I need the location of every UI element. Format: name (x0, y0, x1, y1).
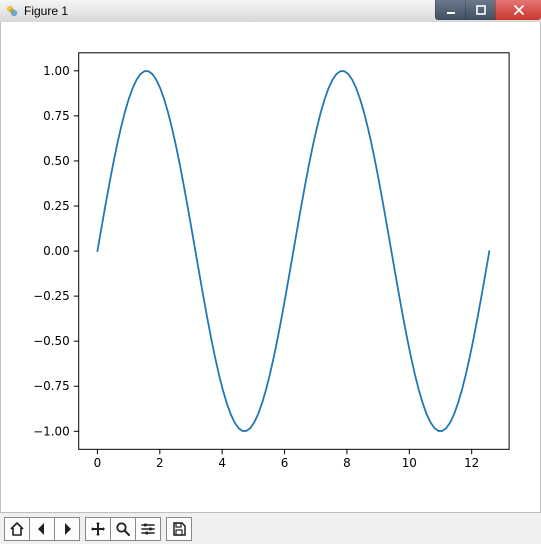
save-icon (171, 521, 187, 537)
close-button[interactable] (495, 0, 541, 20)
configure-icon (140, 521, 156, 537)
y-tick-label: −0.50 (33, 334, 70, 348)
y-tick-label: 0.00 (43, 244, 70, 258)
figure-window: Figure 1 0 2 4 6 8 10 12 −1.00 −0.75 −0.50 −0.25 0.… (0, 0, 541, 544)
y-tick-label: −1.00 (33, 424, 70, 438)
maximize-button[interactable] (465, 0, 495, 20)
x-tick-label: 6 (281, 456, 289, 470)
plot-svg: 0 2 4 6 8 10 12 −1.00 −0.75 −0.50 −0.25 0.00 0.25 0.5… (1, 22, 540, 512)
zoom-button[interactable] (110, 517, 136, 541)
x-tick-label: 10 (402, 456, 417, 470)
x-tick-label: 8 (343, 456, 351, 470)
forward-button[interactable] (54, 517, 80, 541)
plot-background (1, 23, 540, 511)
titlebar: Figure 1 (0, 0, 541, 23)
x-tick-label: 12 (464, 456, 479, 470)
y-tick-label: 0.75 (43, 109, 70, 123)
x-tick-label: 0 (94, 456, 102, 470)
y-tick-label: −0.75 (33, 379, 70, 393)
y-tick-label: −0.25 (33, 289, 70, 303)
home-button[interactable] (4, 517, 30, 541)
home-icon (9, 521, 25, 537)
configure-button[interactable] (135, 517, 161, 541)
navigation-toolbar (0, 512, 541, 544)
y-tick-label: 0.50 (43, 154, 70, 168)
y-tick-label: 1.00 (43, 64, 70, 78)
forward-icon (59, 521, 75, 537)
app-icon (4, 3, 20, 19)
pan-icon (90, 521, 106, 537)
window-controls (435, 0, 541, 20)
x-tick-label: 4 (218, 456, 226, 470)
zoom-icon (115, 521, 131, 537)
back-icon (34, 521, 50, 537)
pan-button[interactable] (85, 517, 111, 541)
minimize-button[interactable] (435, 0, 465, 20)
back-button[interactable] (29, 517, 55, 541)
window-title: Figure 1 (24, 4, 68, 18)
figure-canvas[interactable]: 0 2 4 6 8 10 12 −1.00 −0.75 −0.50 −0.25 0.00 0.25 0.5… (0, 22, 541, 512)
x-tick-label: 2 (156, 456, 164, 470)
y-tick-label: 0.25 (43, 199, 70, 213)
save-button[interactable] (166, 517, 192, 541)
